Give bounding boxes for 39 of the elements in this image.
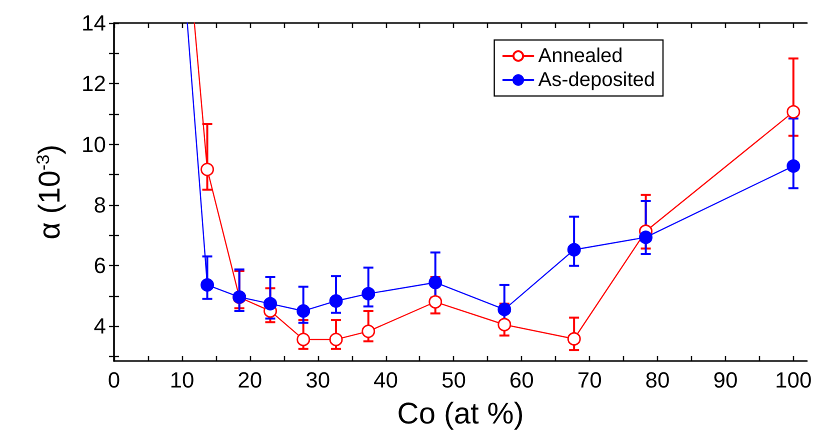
y-tick-label: 10 (82, 132, 106, 157)
x-tick-label: 50 (441, 368, 466, 392)
x-tick-label: 60 (509, 368, 534, 392)
x-tick-label: 100 (775, 368, 812, 392)
point (329, 332, 343, 346)
y-tick-label: 4 (94, 314, 106, 339)
point (786, 159, 800, 173)
point (362, 324, 376, 338)
point (200, 162, 214, 176)
x-tick-label: 30 (306, 368, 330, 392)
point (428, 276, 442, 290)
point (200, 278, 214, 292)
legend-label: As-deposited (538, 69, 656, 91)
legend-label: Annealed (538, 45, 623, 67)
point (567, 243, 581, 256)
x-axis-title: Co (at %) (397, 398, 524, 430)
x-tick-label: 20 (238, 368, 262, 392)
point (296, 304, 310, 318)
x-tick-label: 90 (713, 368, 738, 392)
y-tick-label: 12 (82, 71, 106, 96)
point (498, 318, 512, 332)
point (296, 332, 310, 346)
point (428, 295, 442, 309)
x-tick-label: 10 (170, 368, 194, 392)
y-tick-label: 6 (94, 253, 106, 278)
point (264, 296, 278, 310)
point (639, 230, 653, 244)
point (362, 286, 376, 300)
point (329, 294, 343, 308)
x-tick-label: 80 (645, 368, 670, 392)
x-tick-label: 70 (577, 368, 602, 392)
point (498, 302, 512, 316)
y-axis-title: α (10-3) (33, 144, 66, 240)
y-tick-label: 14 (82, 10, 106, 36)
x-tick-label: 40 (374, 368, 398, 392)
point (786, 105, 800, 119)
y-tick-label: 8 (94, 192, 106, 218)
point (567, 332, 581, 346)
x-tick-label: 0 (108, 368, 120, 392)
